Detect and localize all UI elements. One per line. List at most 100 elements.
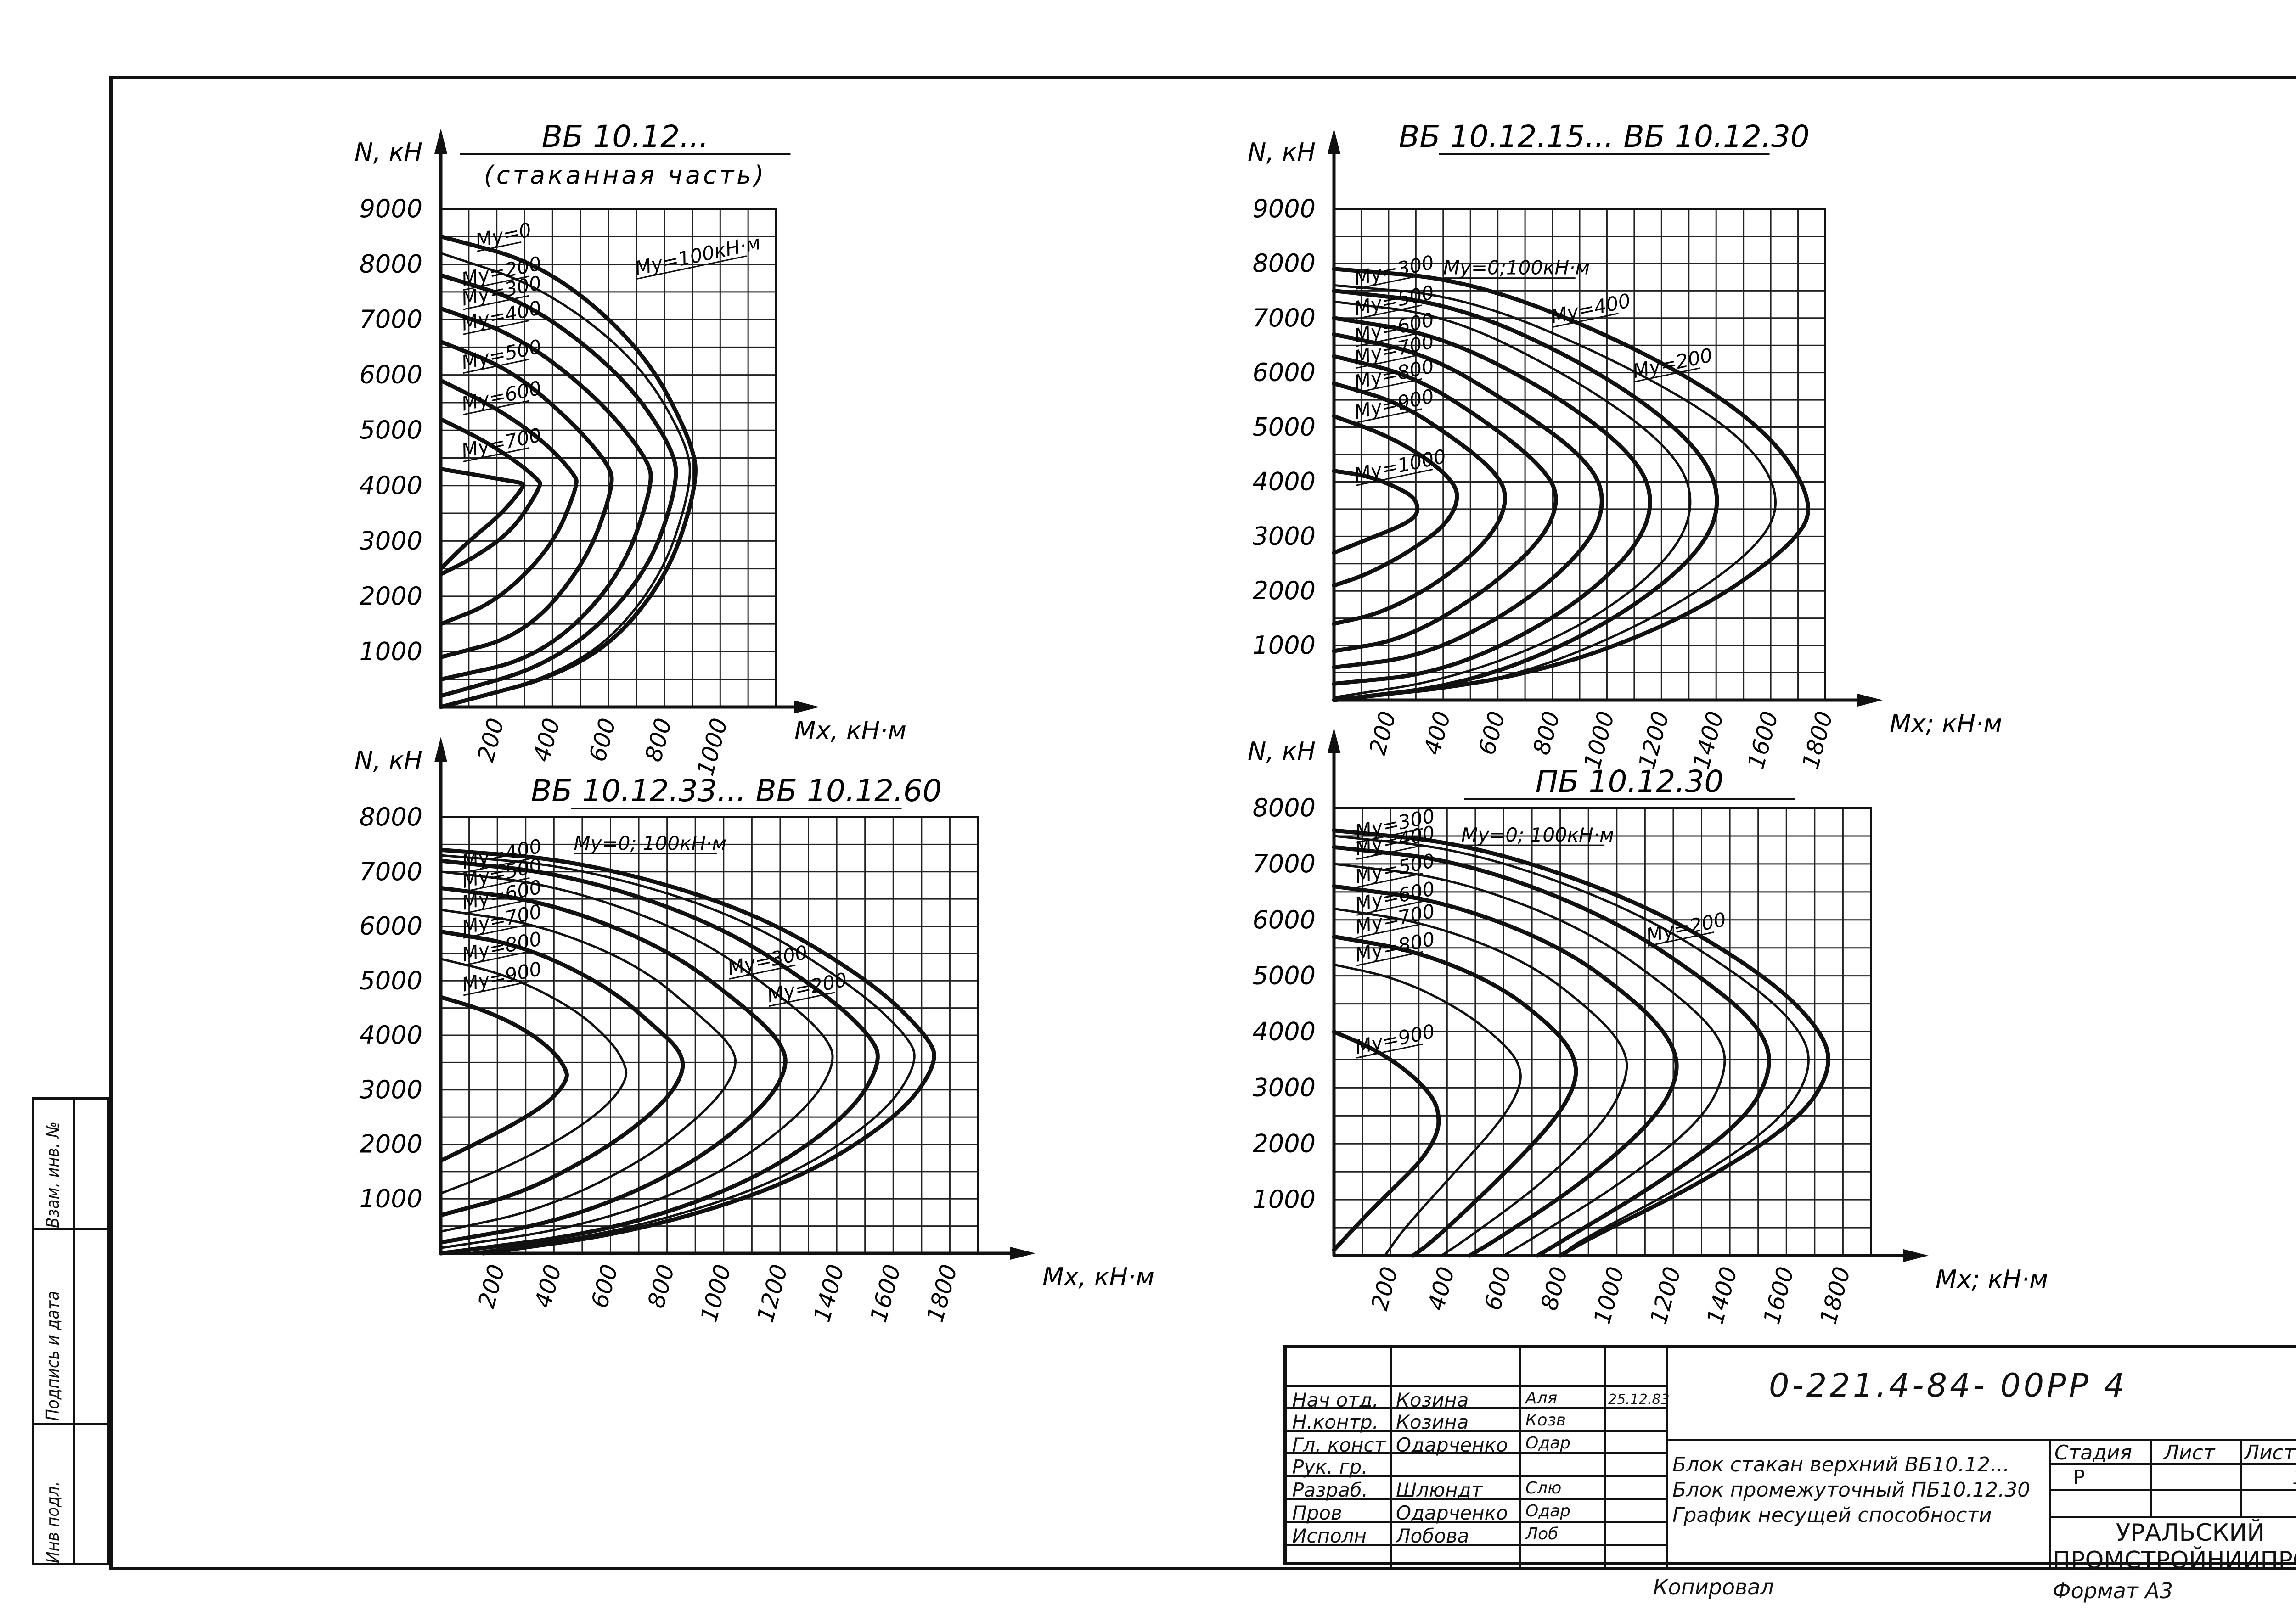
curve-label-underline — [463, 447, 529, 462]
x-tick-label: 1200 — [752, 1262, 793, 1325]
tb-name-developer: Шлюндт — [1396, 1479, 1483, 1501]
curve-label-underline — [1356, 828, 1423, 843]
x-tick-label: 1800 — [922, 1262, 962, 1325]
y-tick-label: 3000 — [360, 1075, 422, 1104]
y-tick-label: 3000 — [1253, 1073, 1316, 1102]
curve-series — [439, 929, 685, 1218]
chart-1: 1000 2000 3000 4000 5000 6000 7000 8000 9000 200 4… — [355, 119, 906, 779]
y-tick-label: 2000 — [360, 1130, 422, 1159]
y-tick-label: 5000 — [1253, 413, 1316, 442]
x-tick-label: 600 — [586, 1262, 623, 1311]
tb-name-checker: Одарченко — [1396, 1502, 1508, 1524]
y-axis-title: N, кН — [355, 138, 422, 167]
curve-label-underline — [463, 899, 530, 915]
tb-role-executor: Исполн — [1292, 1525, 1367, 1547]
curve-label-underline — [1356, 873, 1423, 888]
x-tick-label: 400 — [529, 1262, 567, 1311]
curve-series — [1333, 300, 1692, 699]
y-tick-label: 6000 — [360, 360, 422, 389]
chart-3: 1000 2000 3000 4000 5000 6000 7000 8000 200 400 60… — [355, 737, 1154, 1325]
curve-series — [1332, 354, 1558, 653]
curve-label-underline — [1356, 901, 1423, 916]
x-axis-arrow — [1010, 1247, 1035, 1260]
tb-role-developer: Разраб. — [1292, 1479, 1368, 1501]
x-tick-label: 1000 — [695, 1262, 736, 1325]
tb-stage-value: Р — [2073, 1466, 2085, 1489]
tb-organization-line-2: ПРОМСТРОЙНИИПРОЕКТ — [2053, 1547, 2296, 1574]
y-tick-label: 6000 — [1253, 905, 1316, 934]
x-tick-label: 600 — [584, 715, 621, 764]
curve-series — [439, 339, 614, 659]
tb-stage-header: Стадия — [2054, 1441, 2132, 1464]
curve-label-underline — [463, 400, 529, 415]
x-tick-label: 1600 — [1758, 1264, 1799, 1327]
curve-series — [1332, 288, 1719, 702]
tb-organization: УРАЛЬСКИЙ ПРОМСТРОЙНИИПРОЕКТ — [2053, 1519, 2296, 1574]
y-axis-arrow — [434, 129, 447, 154]
x-tick-label: 800 — [1536, 1264, 1573, 1313]
curve-series — [439, 467, 526, 571]
tb-signature-developer: Слю — [1525, 1479, 1562, 1498]
sidebar-cell-signature — [34, 1230, 107, 1425]
tb-signature-executor: Лоб — [1525, 1525, 1559, 1543]
tb-title-line-2: Блок промежуточный ПБ10.12.30 — [1672, 1478, 2031, 1502]
curve-label-underline — [1356, 1043, 1423, 1059]
curve-series — [1332, 381, 1507, 626]
curve-label-underline — [1356, 304, 1422, 320]
y-tick-label: 4000 — [1253, 1017, 1316, 1046]
curve-series — [439, 958, 628, 1195]
y-tick-label: 9000 — [360, 194, 422, 223]
x-tick-label: 800 — [642, 1262, 680, 1311]
x-axis-title: Mx, кН·м — [794, 716, 906, 745]
curve-label-underline — [1356, 845, 1423, 860]
x-tick-label: 400 — [1419, 708, 1456, 758]
chart-title: ВБ 10.12.15... ВБ 10.12.30 — [1399, 119, 1810, 154]
x-tick-label: 600 — [1479, 1264, 1516, 1313]
curve-label-underline — [1634, 367, 1701, 383]
curve-label-underline — [1356, 354, 1422, 369]
curve-series — [1333, 284, 1777, 701]
curve-label: My=0; 100кН·м — [1461, 824, 1614, 846]
curve-label: My=0;100кН·м — [1443, 257, 1590, 279]
x-tick-label: 1400 — [1688, 708, 1729, 772]
chart-title: ВБ 10.12.33... ВБ 10.12.60 — [531, 773, 942, 808]
curve-series — [1333, 963, 1522, 1257]
curve-label-underline — [1356, 408, 1422, 424]
curve-label-underline — [1648, 931, 1714, 947]
chart-2: 1000 2000 3000 4000 5000 6000 7000 8000 9000 200 4… — [1248, 119, 2002, 772]
y-tick-label: 7000 — [360, 305, 422, 334]
curve-series — [439, 886, 788, 1245]
curve-series — [1333, 863, 1726, 1257]
y-tick-label: 5000 — [360, 415, 422, 444]
x-tick-label: 1400 — [809, 1262, 850, 1325]
curve-label-underline — [1356, 923, 1423, 938]
tb-organization-line-1: УРАЛЬСКИЙ — [2116, 1519, 2265, 1547]
x-tick-label: 1000 — [1579, 708, 1620, 772]
tb-role-normcontrol: Н.контр. — [1292, 1411, 1379, 1433]
y-tick-label: 4000 — [360, 471, 422, 500]
curve-label-underline — [463, 951, 530, 966]
y-tick-label: 2000 — [1253, 1129, 1316, 1158]
x-tick-label: 1200 — [1633, 708, 1674, 772]
grid — [441, 817, 978, 1253]
tb-role-checker: Пров — [1292, 1502, 1342, 1524]
curve-label: My=1000 — [1352, 445, 1448, 486]
curve-series — [1332, 1030, 1441, 1252]
curve-label-underline — [463, 320, 529, 335]
x-tick-label: 600 — [1474, 708, 1511, 758]
curve-label: My=100кН·м — [633, 231, 763, 280]
y-axis-title: N, кН — [1248, 737, 1316, 766]
tb-role-group: Рук. гр. — [1292, 1456, 1368, 1478]
x-tick-label: 400 — [528, 715, 565, 764]
curve-series — [439, 847, 936, 1256]
y-tick-label: 4000 — [360, 1021, 422, 1049]
tb-title-line-3: График несущей способности — [1672, 1504, 1992, 1527]
curve-label: My=700 — [460, 424, 544, 463]
chart-title: ВБ 10.12... — [542, 119, 709, 154]
y-tick-label: 7000 — [360, 857, 422, 886]
x-tick-label: 200 — [473, 715, 510, 764]
curve-label-underline — [1356, 331, 1422, 347]
curve-series — [1333, 907, 1628, 1257]
curve-series — [439, 858, 880, 1256]
curve-series — [1332, 332, 1604, 670]
